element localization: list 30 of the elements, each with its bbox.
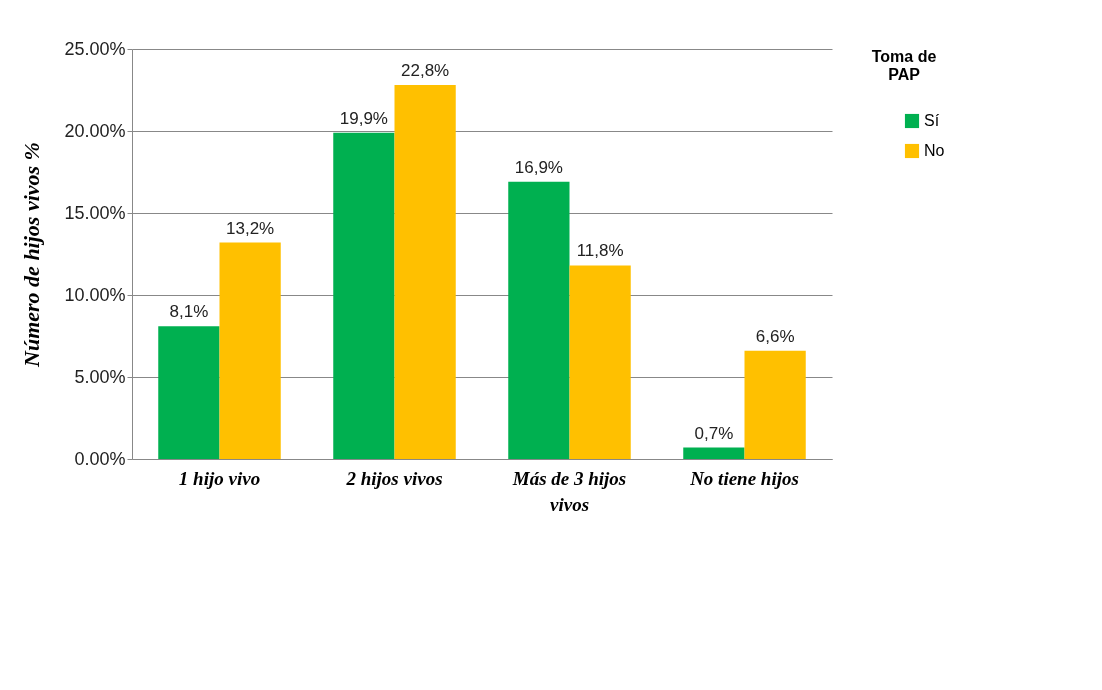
x-tick-label: No tiene hijos — [689, 467, 799, 489]
y-tick-label: 25.00% — [64, 38, 126, 59]
bar — [158, 326, 220, 459]
x-tick-label: 2 hijos vivos — [345, 467, 443, 489]
y-tick-label: 0.00% — [74, 448, 126, 469]
legend-label: Sí — [924, 112, 940, 129]
y-tick-label: 15.00% — [64, 202, 126, 223]
y-tick-label: 10.00% — [64, 284, 126, 305]
x-tick-label: 1 hijo vivo — [178, 467, 261, 489]
data-label: 19,9% — [339, 108, 388, 128]
data-label: 0,7% — [694, 423, 734, 443]
y-tick-label: 20.00% — [64, 120, 126, 141]
data-label: 6,6% — [755, 326, 795, 346]
data-label: 8,1% — [169, 302, 209, 322]
data-label: 22,8% — [401, 61, 450, 81]
y-tick-label: 5.00% — [74, 366, 126, 387]
bar — [683, 447, 745, 459]
bar — [219, 242, 281, 459]
x-tick-label: Más de 3 hijos vivos — [511, 467, 627, 515]
y-axis-title: Número de hijos vivos % — [19, 142, 45, 368]
bar — [744, 350, 806, 459]
legend-title: Toma de PAP — [871, 48, 937, 83]
data-label: 16,9% — [514, 157, 563, 177]
bar — [333, 132, 395, 459]
bar — [569, 265, 631, 459]
legend-label: No — [924, 142, 945, 159]
bar — [508, 181, 570, 459]
data-label: 11,8% — [576, 241, 624, 261]
bar — [394, 85, 456, 459]
data-label: 13,2% — [226, 218, 275, 238]
